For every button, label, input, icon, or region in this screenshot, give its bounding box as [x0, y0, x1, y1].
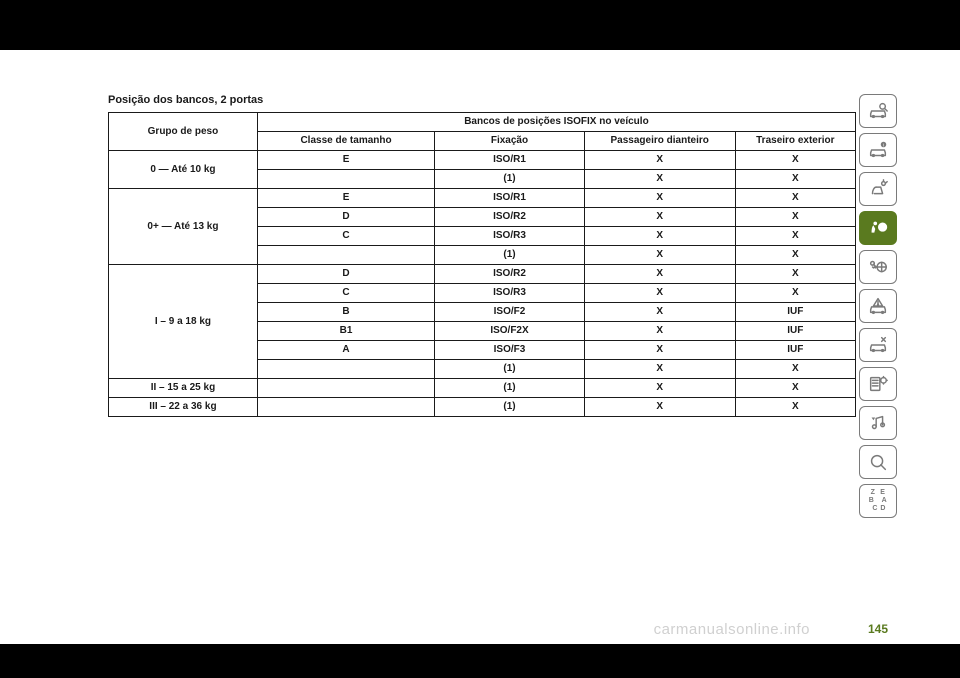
table-cell: (1) — [435, 398, 585, 417]
table-cell: X — [584, 170, 735, 189]
table-cell: IUF — [735, 341, 855, 360]
table-cell: X — [735, 170, 855, 189]
table-cell: B — [257, 303, 434, 322]
table-cell: X — [735, 151, 855, 170]
table-row: 0 — Até 10 kgEISO/R1XX — [109, 151, 856, 170]
group-label-cell: 0+ — Até 13 kg — [109, 189, 258, 265]
table-cell: X — [584, 189, 735, 208]
table-cell: (1) — [435, 360, 585, 379]
table-cell: X — [584, 341, 735, 360]
table-cell: X — [735, 379, 855, 398]
seat-light-icon[interactable] — [859, 172, 897, 206]
bottom-bar — [0, 644, 960, 678]
table-cell: X — [735, 265, 855, 284]
index-icon[interactable]: Z EB A C D — [859, 484, 897, 518]
table-cell: D — [257, 265, 434, 284]
table-head: Grupo de peso Bancos de posições ISOFIX … — [109, 113, 856, 151]
group-label-cell: I – 9 a 18 kg — [109, 265, 258, 379]
table-cell: X — [735, 227, 855, 246]
key-wheel-icon[interactable] — [859, 250, 897, 284]
table-cell: ISO/R3 — [435, 227, 585, 246]
table-cell — [257, 360, 434, 379]
settings-list-icon[interactable] — [859, 367, 897, 401]
table-cell: A — [257, 341, 434, 360]
car-warning-icon[interactable] — [859, 289, 897, 323]
table-cell: B1 — [257, 322, 434, 341]
car-search-icon[interactable] — [859, 94, 897, 128]
table-cell: E — [257, 151, 434, 170]
table-cell: ISO/F2 — [435, 303, 585, 322]
table-cell: X — [735, 398, 855, 417]
table-cell: X — [584, 151, 735, 170]
car-service-icon[interactable] — [859, 328, 897, 362]
header-rear-outer: Traseiro exterior — [735, 132, 855, 151]
isofix-table-wrap: Grupo de peso Bancos de posições ISOFIX … — [108, 112, 856, 417]
table-cell: ISO/F2X — [435, 322, 585, 341]
table-cell: X — [584, 303, 735, 322]
table-row: I – 9 a 18 kgDISO/R2XX — [109, 265, 856, 284]
table-cell: E — [257, 189, 434, 208]
header-group: Grupo de peso — [109, 113, 258, 151]
table-cell: X — [584, 265, 735, 284]
header-front-passenger: Passageiro dianteiro — [584, 132, 735, 151]
table-cell: ISO/R1 — [435, 189, 585, 208]
group-label-cell: III – 22 a 36 kg — [109, 398, 258, 417]
table-cell: X — [584, 284, 735, 303]
table-cell: ISO/R2 — [435, 208, 585, 227]
table-cell: X — [584, 322, 735, 341]
watermark: carmanualsonline.info — [654, 621, 810, 638]
table-cell — [257, 246, 434, 265]
table-cell: D — [257, 208, 434, 227]
table-cell: IUF — [735, 322, 855, 341]
table-cell: X — [735, 246, 855, 265]
table-cell: X — [584, 360, 735, 379]
table-cell: C — [257, 227, 434, 246]
header-positions: Bancos de posições ISOFIX no veículo — [257, 113, 855, 132]
top-bar — [0, 0, 960, 50]
table-cell: X — [735, 284, 855, 303]
header-fixing: Fixação — [435, 132, 585, 151]
table-cell: ISO/F3 — [435, 341, 585, 360]
table-cell — [257, 398, 434, 417]
section-title: Posição dos bancos, 2 portas — [108, 94, 263, 106]
table-cell: X — [584, 246, 735, 265]
table-cell — [257, 379, 434, 398]
svg-text:i: i — [883, 142, 884, 147]
table-cell: (1) — [435, 379, 585, 398]
side-icon-rail: i Z EB A C D — [859, 94, 897, 518]
table-cell: ISO/R2 — [435, 265, 585, 284]
table-row: 0+ — Até 13 kgEISO/R1XX — [109, 189, 856, 208]
table-row: II – 15 a 25 kg(1)XX — [109, 379, 856, 398]
table-row: III – 22 a 36 kg(1)XX — [109, 398, 856, 417]
isofix-table: Grupo de peso Bancos de posições ISOFIX … — [108, 112, 856, 417]
table-cell: ISO/R3 — [435, 284, 585, 303]
table-cell: (1) — [435, 170, 585, 189]
airbag-icon[interactable] — [859, 211, 897, 245]
table-cell: X — [735, 360, 855, 379]
table-cell: C — [257, 284, 434, 303]
table-cell: X — [584, 379, 735, 398]
table-body: 0 — Até 10 kgEISO/R1XX(1)XX0+ — Até 13 k… — [109, 151, 856, 417]
car-info-icon[interactable]: i — [859, 133, 897, 167]
table-cell: X — [584, 398, 735, 417]
table-cell: X — [735, 208, 855, 227]
header-size-class: Classe de tamanho — [257, 132, 434, 151]
table-cell: (1) — [435, 246, 585, 265]
table-cell: IUF — [735, 303, 855, 322]
table-cell — [257, 170, 434, 189]
page: Posição dos bancos, 2 portas Grupo de pe… — [0, 0, 960, 678]
table-cell: ISO/R1 — [435, 151, 585, 170]
group-label-cell: II – 15 a 25 kg — [109, 379, 258, 398]
page-number: 145 — [868, 622, 888, 636]
table-cell: X — [584, 227, 735, 246]
table-cell: X — [584, 208, 735, 227]
content-area: Posição dos bancos, 2 portas Grupo de pe… — [0, 50, 960, 644]
group-label-cell: 0 — Até 10 kg — [109, 151, 258, 189]
nav-music-icon[interactable] — [859, 406, 897, 440]
table-cell: X — [735, 189, 855, 208]
search-icon[interactable] — [859, 445, 897, 479]
